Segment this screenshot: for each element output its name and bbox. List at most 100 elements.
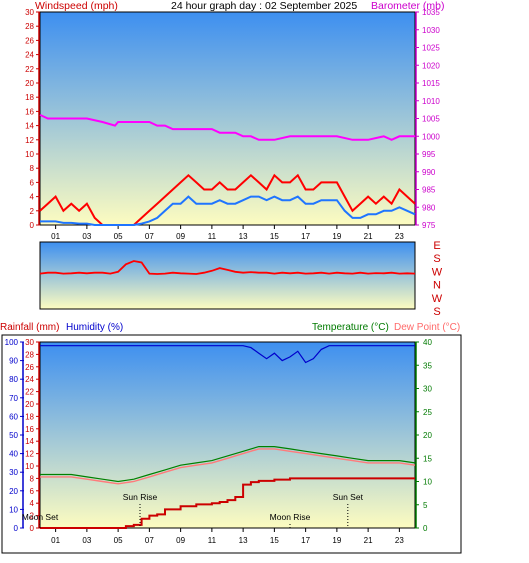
baro-ytick-label: 1025	[422, 44, 440, 53]
baro-ytick-label: 1030	[422, 26, 440, 35]
temp-plot-background	[40, 342, 415, 528]
rain-ytick-label: 6	[30, 487, 35, 496]
x-tick-label: 11	[208, 536, 217, 545]
x-tick-label: 01	[51, 536, 60, 545]
x-tick-label: 09	[176, 536, 185, 545]
humidity-line	[40, 345, 415, 364]
humidity-ytick-label: 30	[9, 468, 18, 477]
humidity-ytick-label: 20	[9, 487, 18, 496]
annotation-label: Moon Set	[22, 512, 59, 522]
x-tick-label: 07	[145, 232, 154, 241]
humidity-ytick-label: 10	[9, 505, 18, 514]
dewpoint-axis-label: Dew Point (°C)	[394, 322, 460, 333]
temp-ytick-label: 40	[423, 338, 432, 347]
temperature-axis-label: Temperature (°C)	[312, 322, 389, 333]
humidity-axis-label: Humidity (%)	[66, 322, 123, 333]
rain-ytick-label: 26	[25, 363, 34, 372]
baro-ytick-label: 1005	[422, 115, 440, 124]
x-tick-label: 09	[176, 232, 185, 241]
windspeed-axis-label: Windspeed (mph)	[35, 0, 118, 12]
humidity-ytick-label: 0	[14, 524, 19, 533]
x-tick-label: 21	[364, 232, 373, 241]
temp-ytick-label: 35	[423, 361, 432, 370]
baro-ytick-label: 1015	[422, 79, 440, 88]
baro-ytick-label: 1010	[422, 97, 440, 106]
wind-average-line	[40, 195, 416, 226]
wind-ytick-label: 4	[30, 193, 35, 202]
humidity-ytick-label: 100	[5, 338, 19, 347]
x-tick-label: 13	[239, 536, 248, 545]
x-tick-label: 03	[82, 536, 91, 545]
rain-ytick-label: 28	[25, 350, 34, 359]
rain-ytick-label: 16	[25, 425, 34, 434]
humidity-ytick-label: 70	[9, 394, 18, 403]
rain-ytick-label: 8	[30, 474, 35, 483]
wind-ytick-label: 6	[30, 178, 35, 187]
wind-ytick-label: 16	[25, 107, 34, 116]
temp-ytick-label: 25	[423, 408, 432, 417]
baro-ytick-label: 990	[422, 168, 436, 177]
rain-ytick-label: 18	[25, 412, 34, 421]
direction-plot-background	[40, 242, 415, 309]
wind-ytick-label: 12	[25, 136, 34, 145]
x-tick-label: 23	[395, 536, 404, 545]
rain-ytick-label: 2	[30, 512, 35, 521]
rainfall-line	[40, 477, 415, 529]
wind-ytick-label: 14	[25, 122, 34, 131]
direction-plot-frame	[39, 241, 416, 310]
humidity-ytick-label: 90	[9, 357, 18, 366]
temp-ytick-label: 15	[423, 454, 432, 463]
humidity-ytick-label: 50	[9, 431, 18, 440]
baro-ytick-label: 980	[422, 203, 436, 212]
x-tick-label: 17	[301, 536, 310, 545]
barometer-line	[39, 113, 415, 141]
x-tick-label: 17	[301, 232, 310, 241]
annotation-label: Moon Rise	[270, 512, 311, 522]
wind-ytick-label: 8	[30, 164, 35, 173]
wind-ytick-label: 28	[25, 22, 34, 31]
temp-ytick-label: 10	[423, 478, 432, 487]
direction-label: W	[432, 266, 443, 278]
wind-ytick-label: 24	[25, 51, 34, 60]
temp-ytick-label: 5	[423, 501, 428, 510]
rain-ytick-label: 12	[25, 450, 34, 459]
rain-ytick-label: 10	[25, 462, 34, 471]
direction-label: E	[433, 240, 440, 252]
humidity-ytick-label: 80	[9, 375, 18, 384]
rain-ytick-label: 4	[30, 499, 35, 508]
baro-ytick-label: 1020	[422, 61, 440, 70]
x-tick-label: 07	[145, 536, 154, 545]
wind-ytick-label: 22	[25, 65, 34, 74]
rain-ytick-label: 30	[25, 338, 34, 347]
direction-label: W	[432, 293, 443, 305]
chart-title: 24 hour graph day : 02 September 2025	[171, 0, 357, 12]
baro-ytick-label: 975	[422, 221, 436, 230]
wind-ytick-label: 26	[25, 36, 34, 45]
x-tick-label: 23	[395, 232, 404, 241]
rain-ytick-label: 22	[25, 388, 34, 397]
wind-direction-line	[39, 260, 416, 275]
baro-ytick-label: 985	[422, 186, 436, 195]
x-tick-label: 05	[114, 536, 123, 545]
rain-ytick-label: 0	[30, 524, 35, 533]
x-tick-label: 05	[114, 232, 123, 241]
wind-ytick-label: 18	[25, 93, 34, 102]
temp-ytick-label: 30	[423, 385, 432, 394]
baro-ytick-label: 1035	[422, 8, 440, 17]
temp-ytick-label: 20	[423, 431, 432, 440]
annotation-label: Sun Rise	[123, 492, 158, 502]
wind-plot-background	[40, 12, 415, 225]
annotation-label: Sun Set	[333, 492, 364, 502]
x-tick-label: 19	[332, 232, 341, 241]
x-tick-label: 11	[208, 232, 217, 241]
baro-ytick-label: 995	[422, 150, 436, 159]
baro-ytick-label: 1000	[422, 132, 440, 141]
x-tick-label: 21	[364, 536, 373, 545]
bottom-panel-frame	[1, 334, 462, 554]
wind-ytick-label: 20	[25, 79, 34, 88]
x-tick-label: 19	[332, 536, 341, 545]
x-tick-label: 13	[239, 232, 248, 241]
wind-ytick-label: 2	[30, 207, 35, 216]
x-tick-label: 01	[51, 232, 60, 241]
